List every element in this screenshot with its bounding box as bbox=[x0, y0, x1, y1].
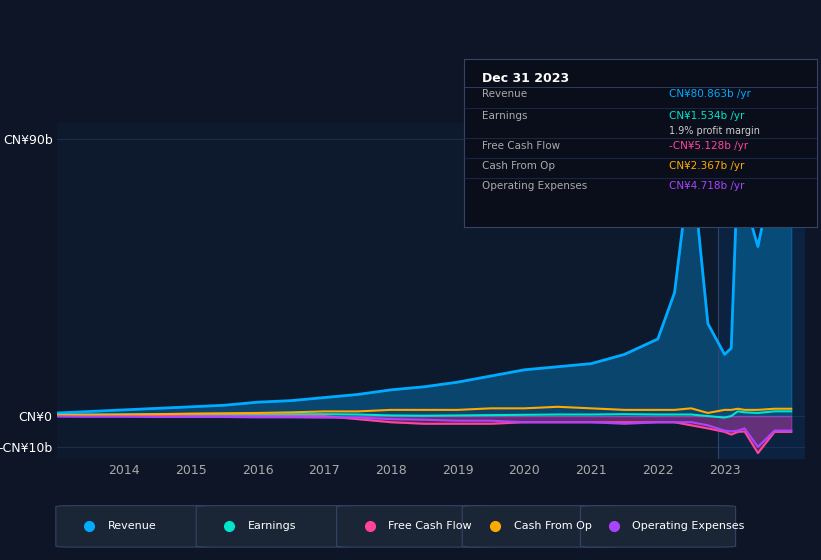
Text: Earnings: Earnings bbox=[481, 111, 527, 121]
Text: -CN¥5.128b /yr: -CN¥5.128b /yr bbox=[668, 141, 748, 151]
Text: Dec 31 2023: Dec 31 2023 bbox=[481, 72, 569, 85]
Text: Operating Expenses: Operating Expenses bbox=[481, 181, 587, 192]
Text: Operating Expenses: Operating Expenses bbox=[632, 521, 745, 531]
FancyBboxPatch shape bbox=[462, 506, 617, 547]
FancyBboxPatch shape bbox=[56, 506, 211, 547]
Text: CN¥2.367b /yr: CN¥2.367b /yr bbox=[668, 161, 744, 171]
Text: Free Cash Flow: Free Cash Flow bbox=[481, 141, 560, 151]
Text: CN¥1.534b /yr: CN¥1.534b /yr bbox=[668, 111, 744, 121]
Text: 1.9% profit margin: 1.9% profit margin bbox=[668, 126, 759, 136]
Text: Earnings: Earnings bbox=[248, 521, 296, 531]
Text: Revenue: Revenue bbox=[481, 89, 526, 99]
Text: Cash From Op: Cash From Op bbox=[514, 521, 592, 531]
Text: Free Cash Flow: Free Cash Flow bbox=[388, 521, 472, 531]
FancyBboxPatch shape bbox=[196, 506, 351, 547]
Text: Cash From Op: Cash From Op bbox=[481, 161, 554, 171]
Text: Revenue: Revenue bbox=[108, 521, 156, 531]
Text: CN¥80.863b /yr: CN¥80.863b /yr bbox=[668, 89, 750, 99]
Bar bbox=[718, 123, 805, 459]
FancyBboxPatch shape bbox=[337, 506, 492, 547]
FancyBboxPatch shape bbox=[580, 506, 736, 547]
Text: CN¥4.718b /yr: CN¥4.718b /yr bbox=[668, 181, 744, 192]
